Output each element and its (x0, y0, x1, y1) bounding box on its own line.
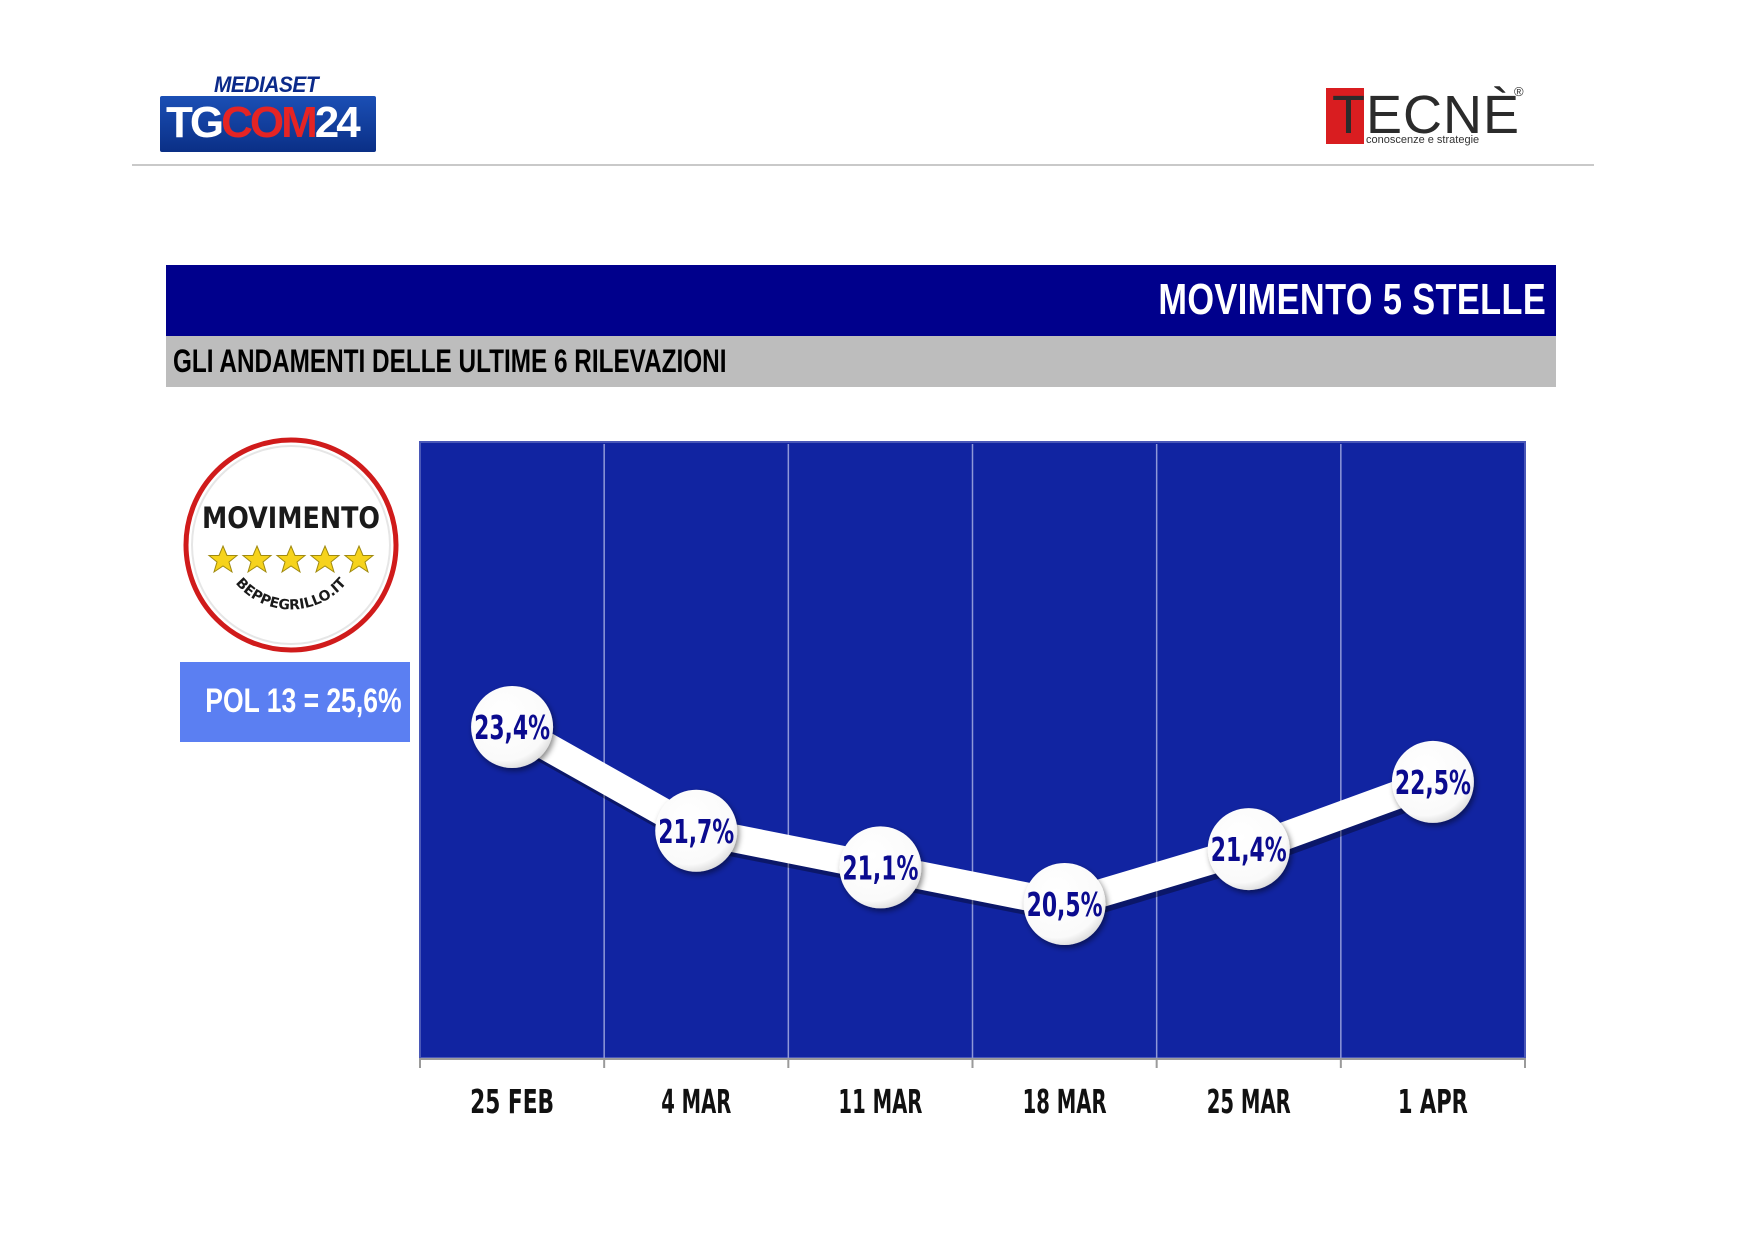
x-tick-label: 11 MAR (838, 1082, 922, 1121)
x-tick-label: 25 FEB (470, 1082, 554, 1121)
x-tick-label: 4 MAR (661, 1082, 731, 1121)
chart-grid (603, 444, 1342, 1058)
tecne-logo-red-box (1326, 88, 1364, 144)
data-point (1023, 863, 1106, 945)
data-label: 23,4% (474, 708, 550, 747)
movimento-5-stelle-logo: MOVIMENTO BEPPEGRILLO.IT (183, 437, 399, 653)
x-tick-label: 18 MAR (1023, 1082, 1107, 1121)
data-label: 21,1% (842, 848, 918, 887)
header-divider (132, 164, 1594, 166)
x-tick-label: 1 APR (1398, 1082, 1468, 1121)
poll-box: POL 13 = 25,6% (180, 662, 410, 742)
chart-x-tick-labels: 25 FEB 4 MAR 11 MAR 18 MAR 25 MAR 1 APR (470, 1082, 1468, 1121)
mediaset-logo-text: MEDIASET (214, 72, 319, 97)
tgcom-logo-24: 24 (314, 98, 361, 147)
logo-movimento-text: MOVIMENTO (202, 501, 380, 535)
page-title: MOVIMENTO 5 STELLE (1158, 275, 1546, 324)
tgcom-logo-tg: TG (166, 98, 224, 147)
data-label: 21,7% (658, 812, 734, 851)
subtitle-bar: GLI ANDAMENTI DELLE ULTIME 6 RILEVAZIONI (166, 336, 1556, 387)
data-point (1207, 808, 1290, 891)
data-label: 22,5% (1395, 763, 1471, 802)
tgcom-logo-com: COM (221, 98, 318, 147)
data-point (839, 826, 922, 909)
page-subtitle: GLI ANDAMENTI DELLE ULTIME 6 RILEVAZIONI (173, 343, 727, 379)
x-tick-label: 25 MAR (1207, 1082, 1291, 1121)
chart-points: 23,4% 21,7% 21,1% 20,5% 21,4% 22,5% (471, 686, 1474, 945)
five-stars-icon (207, 544, 375, 574)
tecne-logo-word: TECNÈ (1332, 85, 1521, 145)
data-point (471, 686, 554, 768)
data-label: 20,5% (1027, 885, 1103, 924)
tecne-logo: TECNÈ ® conoscenze e strategie (1326, 84, 1526, 148)
data-point (1391, 740, 1474, 823)
logo-inner-ring (191, 445, 391, 645)
title-bar: MOVIMENTO 5 STELLE (166, 265, 1556, 336)
tecne-registered-mark: ® (1514, 84, 1524, 99)
poll-text: POL 13 = 25,6% (205, 682, 402, 720)
tecne-tagline: conoscenze e strategie (1366, 134, 1480, 146)
data-point (655, 789, 738, 872)
tgcom24-logo-box: TGCOM24 (160, 96, 376, 152)
tgcom24-logo-text: TGCOM24 (166, 98, 361, 148)
tgcom24-logo: MEDIASET TGCOM24 (160, 72, 378, 154)
chart-x-axis (419, 1058, 1526, 1068)
data-label: 21,4% (1211, 830, 1287, 869)
